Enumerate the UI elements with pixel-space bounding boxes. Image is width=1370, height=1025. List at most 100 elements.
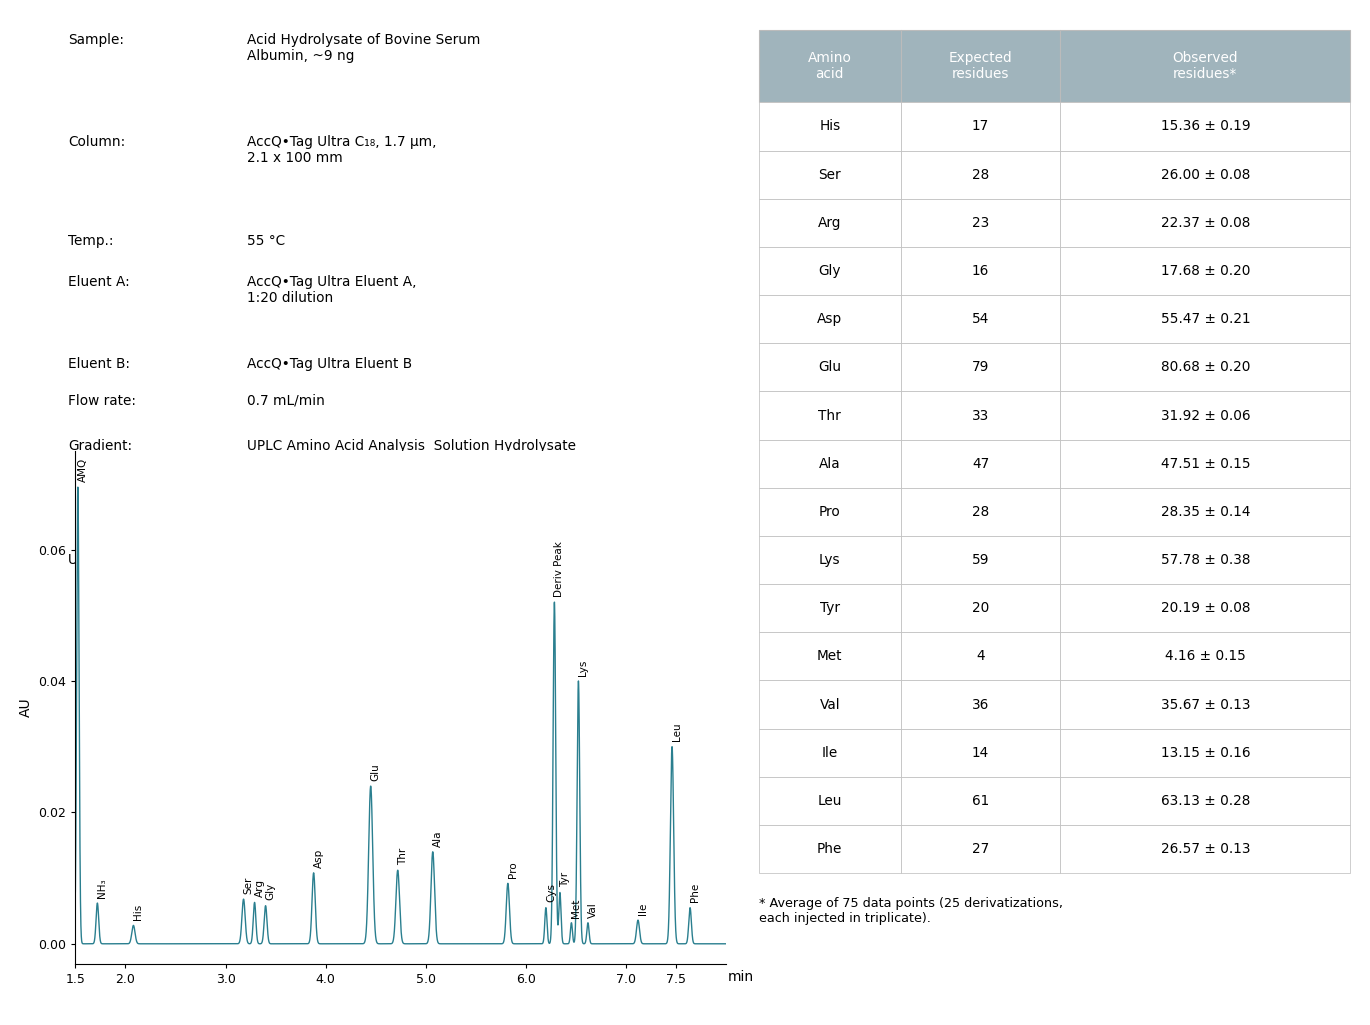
Text: 35.67 ± 0.13: 35.67 ± 0.13 bbox=[1160, 698, 1249, 711]
Bar bbox=[1060, 632, 1351, 681]
Text: Asp: Asp bbox=[818, 313, 843, 326]
Bar bbox=[1060, 199, 1351, 247]
Text: Val: Val bbox=[819, 698, 840, 711]
Bar bbox=[900, 247, 1060, 295]
Text: 55.47 ± 0.21: 55.47 ± 0.21 bbox=[1160, 313, 1251, 326]
Bar bbox=[759, 30, 900, 102]
Text: 79: 79 bbox=[971, 361, 989, 374]
Text: 4.16 ± 0.15: 4.16 ± 0.15 bbox=[1164, 650, 1245, 663]
Text: Gly: Gly bbox=[818, 264, 841, 278]
Text: 22.37 ± 0.08: 22.37 ± 0.08 bbox=[1160, 216, 1249, 230]
Bar bbox=[1060, 440, 1351, 488]
Bar bbox=[759, 632, 900, 681]
Bar bbox=[759, 825, 900, 873]
Bar bbox=[759, 777, 900, 825]
Bar bbox=[1060, 295, 1351, 343]
Text: 23: 23 bbox=[971, 216, 989, 230]
Text: 17.68 ± 0.20: 17.68 ± 0.20 bbox=[1160, 264, 1249, 278]
Bar bbox=[900, 343, 1060, 392]
Text: Tyr: Tyr bbox=[819, 602, 840, 615]
Text: 63.13 ± 0.28: 63.13 ± 0.28 bbox=[1160, 794, 1249, 808]
Text: Met: Met bbox=[817, 650, 843, 663]
Y-axis label: AU: AU bbox=[19, 697, 33, 717]
Text: 47: 47 bbox=[971, 457, 989, 470]
Bar bbox=[759, 343, 900, 392]
Bar bbox=[900, 777, 1060, 825]
Text: 27: 27 bbox=[971, 843, 989, 856]
Bar bbox=[900, 440, 1060, 488]
Bar bbox=[759, 199, 900, 247]
Text: 61: 61 bbox=[971, 794, 989, 808]
Bar bbox=[900, 632, 1060, 681]
Text: 20: 20 bbox=[971, 602, 989, 615]
Bar bbox=[900, 30, 1060, 102]
Bar bbox=[759, 102, 900, 151]
Text: AMQ: AMQ bbox=[78, 457, 88, 482]
Text: Expected
residues: Expected residues bbox=[949, 51, 1012, 81]
Bar bbox=[1060, 247, 1351, 295]
Bar bbox=[759, 681, 900, 729]
Text: Pro: Pro bbox=[508, 861, 518, 878]
Bar bbox=[1060, 102, 1351, 151]
Bar bbox=[900, 102, 1060, 151]
Text: Pro: Pro bbox=[819, 505, 841, 519]
Text: Ile: Ile bbox=[638, 902, 648, 915]
Bar bbox=[1060, 777, 1351, 825]
Text: 20.19 ± 0.08: 20.19 ± 0.08 bbox=[1160, 602, 1249, 615]
Bar bbox=[759, 584, 900, 632]
Text: Ser: Ser bbox=[818, 168, 841, 181]
Text: Arg: Arg bbox=[255, 879, 264, 897]
Bar bbox=[900, 681, 1060, 729]
Text: 57.78 ± 0.38: 57.78 ± 0.38 bbox=[1160, 554, 1249, 567]
Text: 14: 14 bbox=[971, 746, 989, 760]
Text: Glu: Glu bbox=[371, 763, 381, 781]
Bar bbox=[759, 440, 900, 488]
Bar bbox=[900, 536, 1060, 584]
Bar bbox=[1060, 392, 1351, 440]
Text: Deriv Peak: Deriv Peak bbox=[555, 541, 564, 597]
Text: Cys: Cys bbox=[545, 884, 556, 902]
Text: 36: 36 bbox=[971, 698, 989, 711]
Text: Thr: Thr bbox=[397, 848, 408, 865]
Text: Eluent A:: Eluent A: bbox=[68, 275, 130, 289]
Bar bbox=[1060, 30, 1351, 102]
Text: Thr: Thr bbox=[818, 409, 841, 422]
Text: 31.92 ± 0.06: 31.92 ± 0.06 bbox=[1160, 409, 1249, 422]
Text: Ile: Ile bbox=[822, 746, 838, 760]
Text: Ser: Ser bbox=[244, 876, 253, 894]
Text: AccQ•Tag Ultra Eluent A,
1:20 dilution: AccQ•Tag Ultra Eluent A, 1:20 dilution bbox=[247, 275, 416, 304]
Text: 28.35 ± 0.14: 28.35 ± 0.14 bbox=[1160, 505, 1249, 519]
Text: 54: 54 bbox=[971, 313, 989, 326]
Text: His: His bbox=[819, 120, 840, 133]
Text: 59: 59 bbox=[971, 554, 989, 567]
Bar bbox=[1060, 151, 1351, 199]
Text: Eluent B:: Eluent B: bbox=[68, 357, 130, 371]
Text: Tyr: Tyr bbox=[560, 872, 570, 888]
Bar bbox=[900, 825, 1060, 873]
Bar bbox=[1060, 825, 1351, 873]
Text: Column:: Column: bbox=[68, 135, 126, 150]
Bar bbox=[900, 584, 1060, 632]
Text: Amino
acid: Amino acid bbox=[808, 51, 852, 81]
Text: Ala: Ala bbox=[433, 830, 443, 847]
Text: Val: Val bbox=[588, 902, 597, 917]
Bar bbox=[759, 536, 900, 584]
Text: * Average of 75 data points (25 derivatizations,
each injected in triplicate).: * Average of 75 data points (25 derivati… bbox=[759, 897, 1063, 926]
Text: Phe: Phe bbox=[690, 884, 700, 902]
Text: Observed
residues*: Observed residues* bbox=[1173, 51, 1238, 81]
Bar bbox=[759, 392, 900, 440]
Bar bbox=[759, 729, 900, 777]
Bar bbox=[1060, 536, 1351, 584]
Text: min: min bbox=[727, 970, 755, 984]
Text: Lys: Lys bbox=[578, 659, 589, 675]
Text: Leu: Leu bbox=[818, 794, 843, 808]
Text: His: His bbox=[133, 904, 144, 920]
Text: 55 °C: 55 °C bbox=[247, 234, 285, 248]
Text: Sample:: Sample: bbox=[68, 33, 125, 47]
Text: 28: 28 bbox=[971, 505, 989, 519]
Bar bbox=[900, 199, 1060, 247]
Text: Gly: Gly bbox=[266, 884, 275, 900]
Bar bbox=[1060, 343, 1351, 392]
Text: 26.57 ± 0.13: 26.57 ± 0.13 bbox=[1160, 843, 1249, 856]
Text: Met: Met bbox=[571, 898, 581, 917]
